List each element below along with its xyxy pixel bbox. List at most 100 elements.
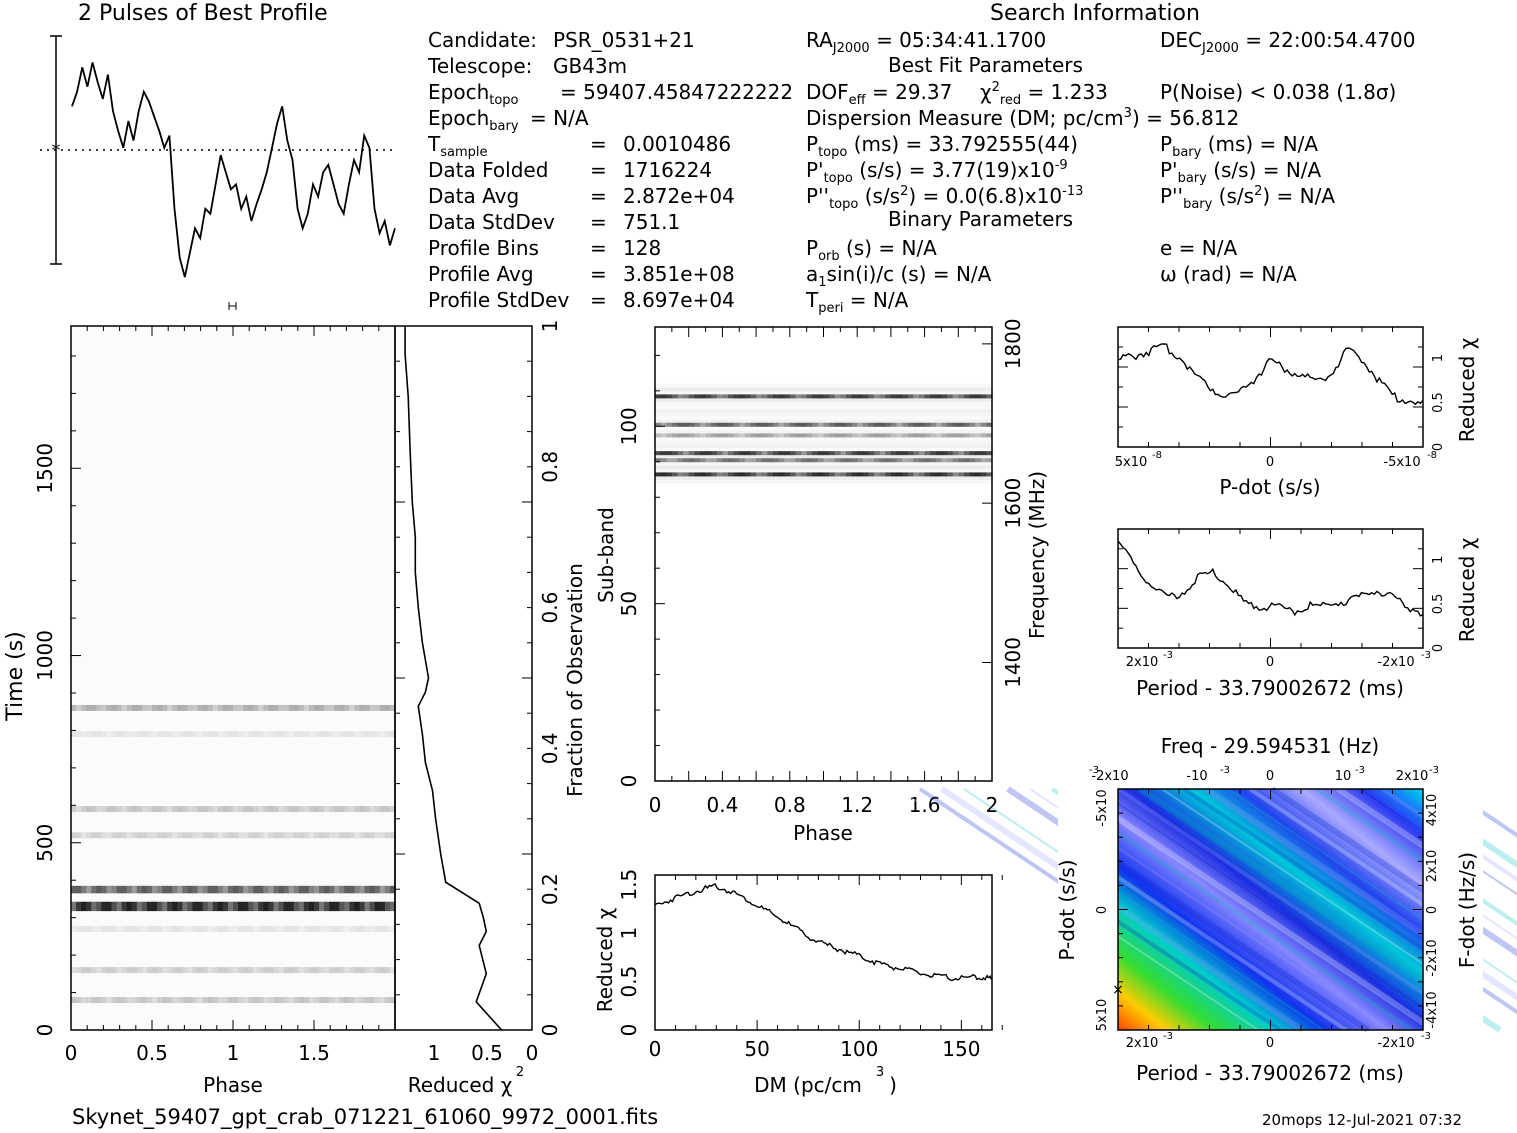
heatmap-cell [248,901,254,912]
y2-tick-label: -2x10 [1425,939,1440,976]
heatmap-cell [795,433,802,438]
heatmap-cell [253,832,259,839]
heatmap-cell [187,832,194,839]
heatmap-cell [671,433,679,438]
heatmap-cell [177,832,183,839]
x-tick-label: 0 [649,1037,662,1061]
heatmap-cell [369,832,376,839]
heatmap-cell [655,422,662,427]
heatmap-cell [76,832,82,839]
heatmap-cell [389,997,396,1004]
heatmap-cell [101,731,108,738]
heatmap-cell [233,901,239,912]
heatmap-cell [126,885,133,894]
heatmap-cell [354,925,361,932]
heatmap-cell [364,925,371,932]
search-info-title: Search Information [990,1,1200,26]
heatmap-cell [227,832,234,839]
profile-chart: * [40,35,396,278]
heatmap-cell [761,433,768,438]
heatmap-cell [162,704,168,711]
heatmap-streak [1425,788,1517,852]
heatmap-cell [761,458,768,463]
heatmap-cell [212,806,219,813]
heatmap-cell [834,433,841,438]
heatmap-cell [913,422,920,427]
heatmap-cell [339,925,345,932]
heatmap-cell [364,967,371,974]
heatmap-cell [952,422,959,427]
heatmap-cell [111,704,118,711]
heatmap-cell [767,394,774,399]
heatmap-cell [116,967,123,974]
heatmap-cell [947,472,954,477]
heatmap-cell [334,731,340,738]
heatmap-cell [81,731,87,738]
heatmap-cell [789,394,797,399]
plot-title: Freq - 29.594531 (Hz) [1161,734,1379,758]
heatmap-cell [913,433,920,438]
heatmap-cell [834,394,841,399]
heatmap-cell [655,451,662,456]
heatmap-cell [243,925,249,932]
heatmap-cell [963,472,971,477]
heatmap-cell [806,451,813,456]
heatmap-cell [162,925,168,932]
heatmap-cell [705,458,712,463]
heatmap-cell [131,806,138,813]
heatmap-cell [212,704,219,711]
heatmap-cell [778,458,785,463]
heatmap-cell [784,451,791,456]
heatmap-cell [728,451,735,456]
heatmap-row [655,390,992,395]
heatmap-cell [96,832,102,839]
heatmap-cell [868,433,875,438]
heatmap-cell [772,433,780,438]
heatmap-cell [238,704,244,711]
heatmap-cell [319,901,325,912]
heatmap-cell [812,433,819,438]
heatmap-cell [688,451,695,456]
heatmap-cell [96,885,102,894]
heatmap-cell [243,731,249,738]
heatmap-cell [227,731,234,738]
heatmap-cell [857,422,864,427]
heatmap-cell [384,832,391,839]
heatmap-cell [739,458,746,463]
heatmap-cell [339,997,345,1004]
heatmap-cell [278,925,285,932]
heatmap-cell [716,458,723,463]
heatmap-cell [952,451,959,456]
t-peri: Tperi = N/A [806,288,909,316]
heatmap-cell [273,731,280,738]
heatmap-cell [930,433,937,438]
heatmap-cell [258,925,264,932]
heatmap-cell [152,925,158,932]
heatmap-cell [298,704,305,711]
heatmap-cell [227,806,234,813]
heatmap-cell [874,451,881,456]
heatmap-cell [705,472,712,477]
heatmap-cell [314,925,320,932]
heatmap-cell [349,885,356,894]
tick-exp: -3 [1220,765,1230,776]
heatmap-cell [364,997,371,1004]
y-tick-label: 1 [617,927,641,940]
heatmap-streak [1359,788,1517,896]
info-eq: = [590,158,607,182]
heatmap-cell [146,997,153,1004]
heatmap-cell [952,458,959,463]
heatmap-cell [177,967,183,974]
heatmap-cell [96,806,102,813]
heatmap-cell [319,832,325,839]
heatmap-cell [733,472,740,477]
heatmap-cell [772,451,780,456]
heatmap-cell [182,901,189,912]
heatmap-cell [212,832,219,839]
heatmap-cell [283,731,290,738]
x-tick-label: 0.4 [706,793,738,817]
heatmap-cell [980,394,987,399]
heatmap-cell [369,997,376,1004]
heatmap-cell [817,458,825,463]
heatmap-cell [81,885,87,894]
